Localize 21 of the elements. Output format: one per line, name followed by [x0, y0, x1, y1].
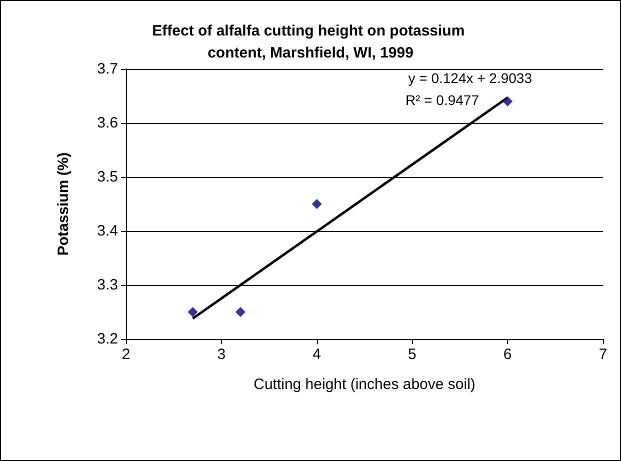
x-tick-label: 6: [503, 346, 512, 363]
x-tick-label: 2: [122, 346, 130, 363]
y-tick-label: 3.4: [97, 222, 118, 240]
x-axis-title: Cutting height (inches above soil): [254, 376, 476, 393]
y-tick-label: 3.7: [97, 60, 118, 78]
x-tick-label: 5: [408, 346, 416, 363]
x-tick-label: 7: [598, 346, 608, 363]
annotation: R² = 0.9477: [405, 92, 480, 108]
point: [312, 199, 322, 209]
x-tick-label: 4: [312, 346, 321, 363]
y-tick-label: 3.6: [97, 114, 118, 132]
annotation: y = 0.124x + 2.9033: [408, 70, 532, 86]
y-axis-title: Potassium (%): [55, 152, 72, 256]
y-tick-label: 3.3: [97, 276, 118, 294]
point: [188, 307, 198, 317]
point: [235, 307, 246, 317]
y-tick-label: 3.2: [97, 330, 118, 348]
x-tick-label: 3: [217, 346, 226, 363]
chart-title: Effect of alfalfa cutting height on potassium content, Marshfield, WI, 1999: [152, 22, 469, 62]
y-tick-label: 3.5: [97, 168, 118, 186]
point: [502, 96, 513, 106]
